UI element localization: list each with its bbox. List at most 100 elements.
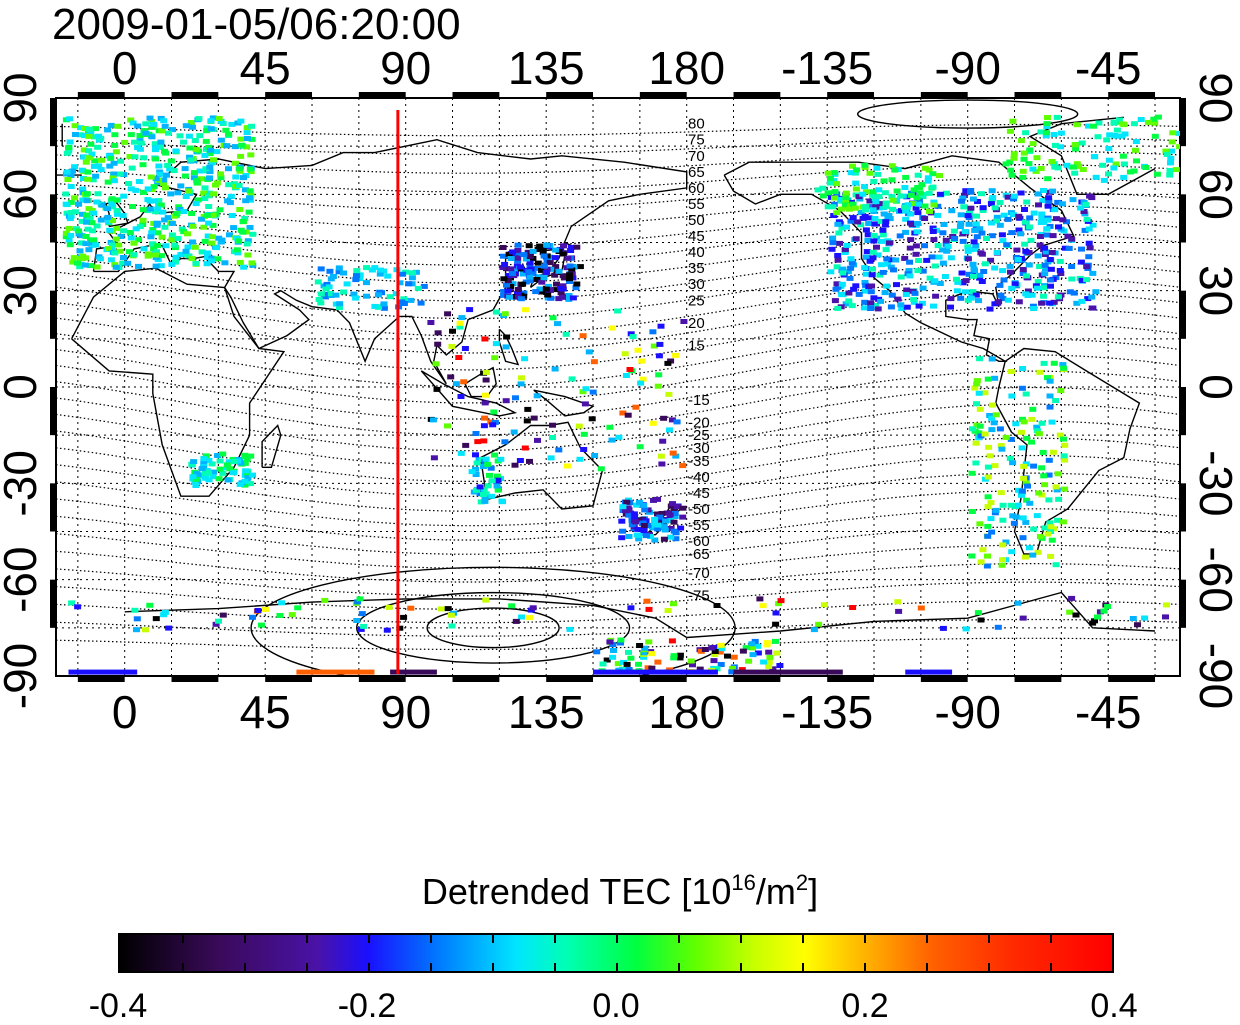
tec-point	[434, 341, 442, 347]
tec-point	[186, 145, 194, 151]
tec-point	[1166, 172, 1174, 178]
tec-point	[127, 186, 135, 192]
tec-point	[1049, 449, 1057, 455]
tec-point	[230, 225, 238, 231]
tec-point	[172, 259, 179, 265]
tec-point	[177, 252, 185, 258]
tec-point	[1021, 219, 1029, 225]
tec-point	[984, 504, 992, 510]
tec-point	[829, 204, 837, 210]
tec-point	[526, 615, 534, 621]
right-lat-label: 30	[1190, 265, 1240, 316]
tec-point	[815, 621, 823, 627]
tec-point	[969, 196, 977, 202]
tec-point	[105, 153, 113, 159]
tec-point	[1007, 502, 1015, 508]
tec-point	[991, 205, 999, 211]
tec-point	[176, 207, 184, 212]
colorbar-tick	[1050, 935, 1052, 943]
tec-point	[241, 215, 249, 221]
tec-point	[88, 208, 96, 213]
tec-point	[433, 386, 441, 392]
tec-point	[929, 184, 937, 190]
bottom-axis-bar	[452, 676, 500, 682]
tec-point	[127, 132, 135, 138]
tec-point	[672, 536, 680, 542]
tec-point	[665, 391, 673, 397]
tec-point	[223, 143, 231, 149]
tec-point	[1045, 457, 1053, 463]
tec-point	[1033, 513, 1041, 519]
tec-point	[868, 272, 876, 278]
tec-point	[1030, 526, 1038, 532]
tec-point	[991, 375, 999, 381]
tec-point	[993, 214, 1001, 220]
tec-point	[1080, 209, 1088, 214]
tec-point	[655, 372, 663, 378]
tec-point	[1050, 299, 1058, 305]
tec-point	[242, 468, 250, 474]
tec-point	[94, 191, 102, 197]
tec-point	[193, 178, 201, 184]
tec-point	[204, 233, 212, 239]
tec-point	[1052, 562, 1060, 568]
tec-point	[1064, 233, 1072, 239]
top-axis-bar	[546, 92, 594, 98]
tec-point	[234, 250, 242, 256]
tec-point	[1184, 178, 1191, 183]
tec-point	[1083, 216, 1091, 222]
tec-point	[230, 470, 237, 476]
tec-point	[1043, 124, 1051, 130]
top-lon-label: 135	[508, 42, 585, 94]
tec-point	[860, 305, 868, 311]
tec-point	[1026, 500, 1034, 506]
tec-point	[562, 331, 570, 337]
tec-point	[651, 520, 658, 525]
colorbar-tick	[988, 963, 990, 971]
tec-point	[1041, 271, 1049, 277]
tec-point	[894, 296, 902, 302]
tec-point	[383, 627, 391, 633]
tec-point	[241, 478, 249, 484]
contour-labels: 8075706560555045403530252015-15-20-25-30…	[688, 116, 710, 605]
tec-point	[582, 386, 590, 392]
tec-point	[940, 222, 948, 227]
tec-point	[170, 213, 178, 219]
top-axis-bar	[827, 92, 875, 98]
tec-point	[637, 380, 645, 386]
tec-point	[160, 118, 168, 124]
tec-point	[335, 269, 343, 275]
contour-label: -75	[688, 588, 710, 605]
tec-point	[852, 236, 860, 242]
tec-point	[897, 193, 905, 199]
tec-point	[62, 191, 70, 197]
tec-point	[901, 255, 909, 261]
tec-point	[218, 237, 226, 243]
colorbar-tick	[740, 963, 742, 971]
tec-point	[380, 305, 388, 311]
tec-point	[1023, 273, 1031, 279]
tec-point	[248, 123, 256, 129]
tec-point	[624, 412, 632, 418]
tec-point	[175, 204, 183, 210]
top-lon-label: -90	[934, 42, 1000, 94]
tec-point	[566, 272, 574, 278]
tec-point	[1015, 487, 1022, 493]
tec-point	[1048, 250, 1056, 255]
tec-point	[861, 299, 869, 305]
tec-point	[205, 144, 213, 150]
tec-point	[481, 400, 489, 406]
tec-point	[97, 217, 105, 223]
tec-point	[514, 250, 522, 256]
tec-point	[140, 155, 148, 161]
colorbar-tick	[926, 963, 928, 971]
tec-point	[1078, 277, 1086, 283]
tec-point	[457, 450, 465, 456]
tec-point	[913, 229, 921, 235]
tec-point	[205, 457, 213, 463]
tec-point	[676, 652, 684, 658]
tec-point	[842, 190, 850, 196]
tec-point	[77, 132, 84, 138]
tec-point	[249, 614, 256, 620]
tec-point	[1081, 227, 1089, 233]
